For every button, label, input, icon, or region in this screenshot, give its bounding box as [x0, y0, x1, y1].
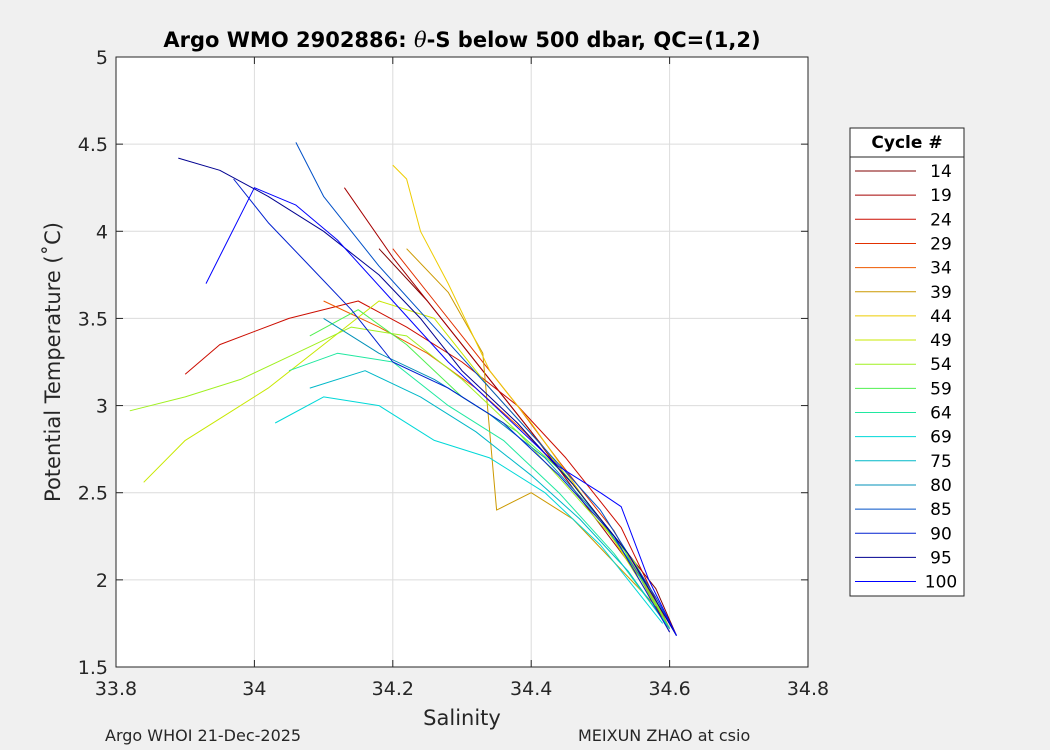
legend-label-14: 14 [930, 162, 952, 182]
legend-entries: 14 19 24 29 34 39 44 49 54 59 64 69 75 80 85 90 95 100 [855, 162, 957, 593]
footer-right-text: MEIXUN ZHAO at csio [578, 726, 751, 745]
y-axis-label: Potential Temperature (˚C) [41, 222, 65, 502]
legend-box [849, 127, 965, 597]
legend-label-29: 29 [930, 234, 952, 254]
chart-title-suffix: -S below 500 dbar, QC=(1,2) [427, 28, 761, 52]
x-axis-label: Salinity [423, 706, 501, 730]
x-tick-label: 34.4 [510, 678, 552, 700]
y-tick-label: 3 [96, 396, 108, 418]
legend-label-39: 39 [930, 283, 952, 303]
series-line-75 [309, 370, 671, 629]
y-tick-label: 4 [96, 221, 108, 243]
x-tick-label: 33.8 [95, 678, 137, 700]
x-tick-label: 34.2 [372, 678, 414, 700]
legend-label-64: 64 [930, 404, 952, 424]
legend-label-95: 95 [930, 548, 952, 568]
series-line-24 [184, 300, 671, 629]
legend-label-24: 24 [930, 210, 952, 230]
legend-label-34: 34 [930, 259, 952, 279]
series-line-49 [143, 300, 657, 607]
series-line-44 [392, 164, 671, 629]
series-line-95 [178, 157, 677, 636]
legend-label-85: 85 [930, 500, 952, 520]
y-tick-label: 2 [96, 570, 108, 592]
y-tick-label: 3.5 [78, 308, 108, 330]
legend-label-59: 59 [930, 379, 952, 399]
y-tick-label: 5 [96, 47, 108, 69]
chart-title-theta: θ [414, 28, 427, 52]
chart-title: Argo WMO 2902886: θ-S below 500 dbar, QC… [163, 28, 760, 52]
y-tick-label: 2.5 [78, 483, 108, 505]
legend-label-80: 80 [930, 476, 952, 496]
series-layer [129, 142, 677, 636]
y-tick-label: 1.5 [78, 657, 108, 679]
series-line-100 [205, 187, 677, 636]
chart-title-prefix: Argo WMO 2902886: [163, 28, 414, 52]
axes-box [115, 56, 809, 668]
legend-label-100: 100 [925, 573, 957, 593]
legend-title: Cycle # [871, 133, 942, 153]
x-tick-label: 34.6 [648, 678, 690, 700]
series-line-69 [274, 396, 664, 624]
series-line-90 [233, 178, 671, 633]
legend-label-44: 44 [930, 307, 952, 327]
legend: Cycle # 14 19 24 29 34 39 44 49 54 59 64 69 75 80 85 90… [849, 127, 965, 597]
legend-label-75: 75 [930, 452, 952, 472]
y-tick-label: 4.5 [78, 134, 108, 156]
y-ticks: 1.5 2 2.5 3 3.5 4 4.5 5 [78, 47, 808, 679]
legend-label-90: 90 [930, 524, 952, 544]
x-ticks: 33.8 34 34.2 34.4 34.6 34.8 [95, 57, 829, 700]
legend-label-69: 69 [930, 428, 952, 448]
legend-label-49: 49 [930, 331, 952, 351]
series-line-85 [295, 142, 677, 636]
x-tick-label: 34 [242, 678, 266, 700]
series-line-39 [406, 248, 657, 607]
legend-label-54: 54 [930, 355, 952, 375]
legend-label-19: 19 [930, 186, 952, 206]
series-line-54 [129, 326, 671, 629]
x-tick-label: 34.8 [787, 678, 829, 700]
series-line-64 [288, 352, 671, 629]
footer-left-text: Argo WHOI 21-Dec-2025 [105, 726, 302, 745]
